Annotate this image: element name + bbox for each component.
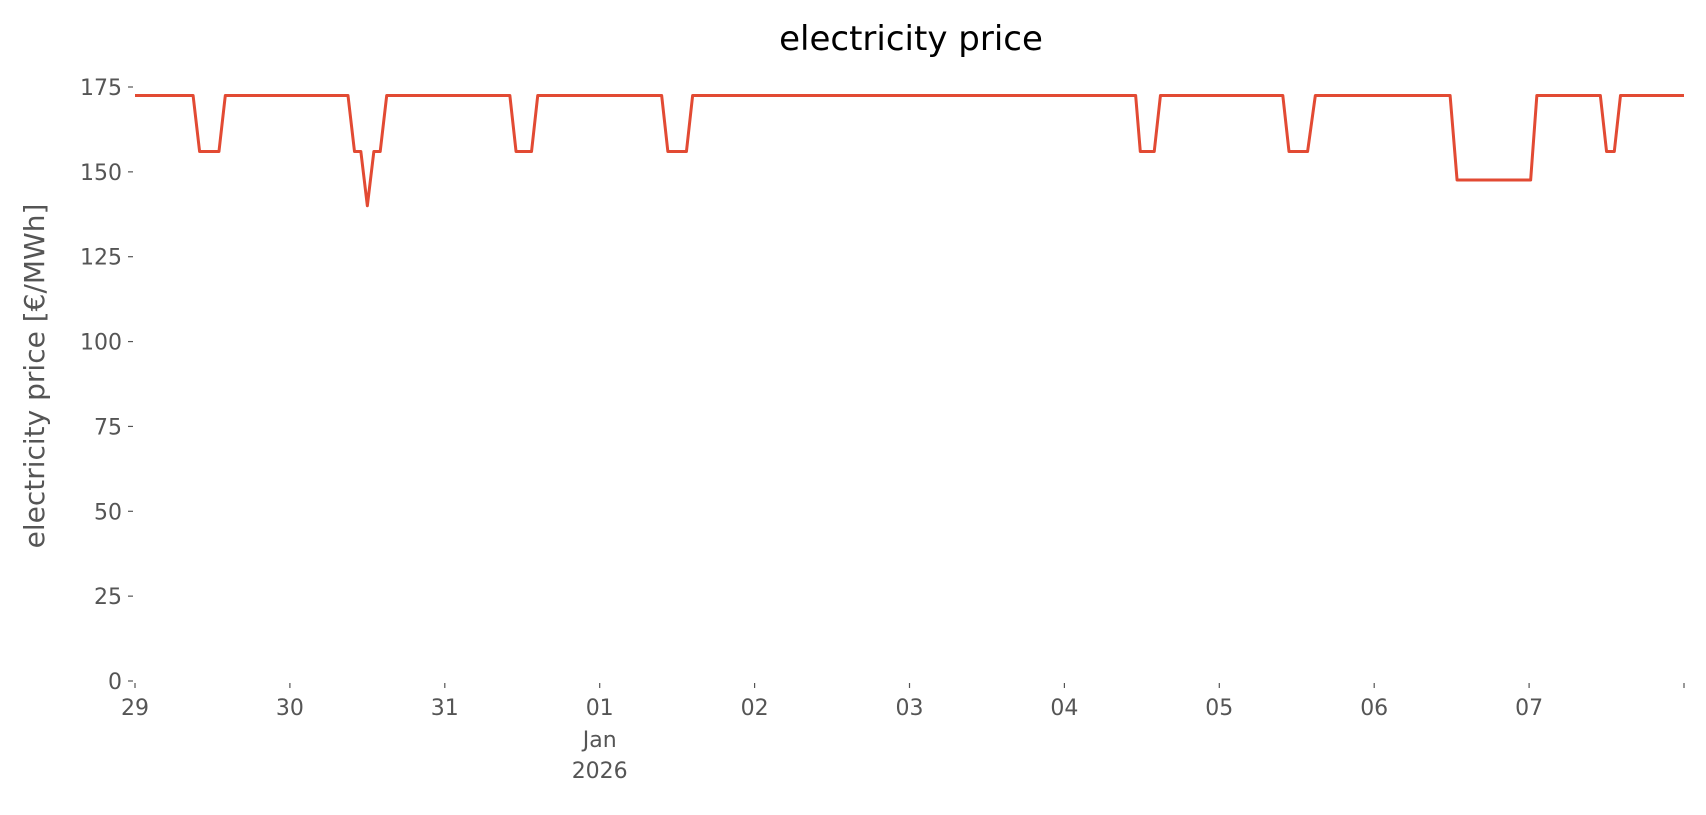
x-tick-label: 31 — [431, 696, 459, 721]
y-axis-label: electricity price [€/MWh] — [18, 204, 51, 549]
y-tick-label: 175 — [80, 76, 122, 101]
y-tick-label: 50 — [94, 500, 122, 525]
chart-title: electricity price — [779, 19, 1043, 59]
x-tick-label: 07 — [1515, 696, 1543, 721]
y-tick-label: 100 — [80, 331, 122, 356]
x-tick-label: 06 — [1360, 696, 1388, 721]
x-tick-label: 04 — [1050, 696, 1078, 721]
x-tick-label: 29 — [121, 696, 149, 721]
y-tick-label: 125 — [80, 246, 122, 271]
y-tick-label: 25 — [94, 585, 122, 610]
x-tick-sublabel: Jan — [581, 728, 617, 753]
x-tick-label: 30 — [276, 696, 304, 721]
x-tick-label: 05 — [1205, 696, 1233, 721]
x-tick-label: 03 — [896, 696, 924, 721]
price-line — [135, 93, 1684, 208]
x-tick-label: 02 — [741, 696, 769, 721]
x-tick-sublabel: 2026 — [572, 759, 628, 784]
y-tick-label: 0 — [108, 670, 122, 695]
y-tick-label: 75 — [94, 415, 122, 440]
x-tick-label: 01 — [586, 696, 614, 721]
y-tick-label: 150 — [80, 161, 122, 186]
